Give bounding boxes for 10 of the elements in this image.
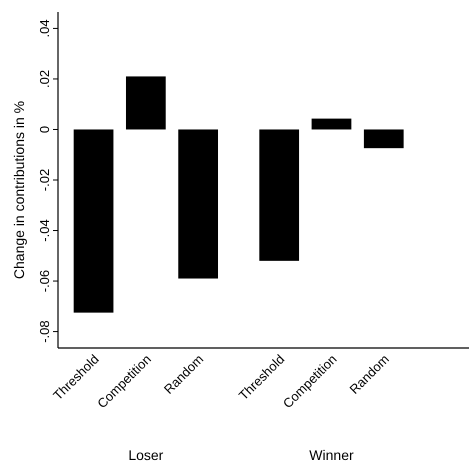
text: Loser [128, 447, 164, 463]
y-tick-label: -.06 [37, 270, 52, 292]
y-tick-label: .02 [37, 70, 52, 88]
y-tick-label: -.08 [37, 320, 52, 343]
y-tick-label: 0 [37, 126, 52, 134]
y-axis-title: Change in contributions in % [11, 100, 27, 280]
y-tick-label: -.02 [37, 168, 52, 192]
text: Winner [309, 447, 354, 463]
y-tick-label: .04 [37, 19, 52, 38]
y-tick-label: -.04 [37, 219, 52, 242]
